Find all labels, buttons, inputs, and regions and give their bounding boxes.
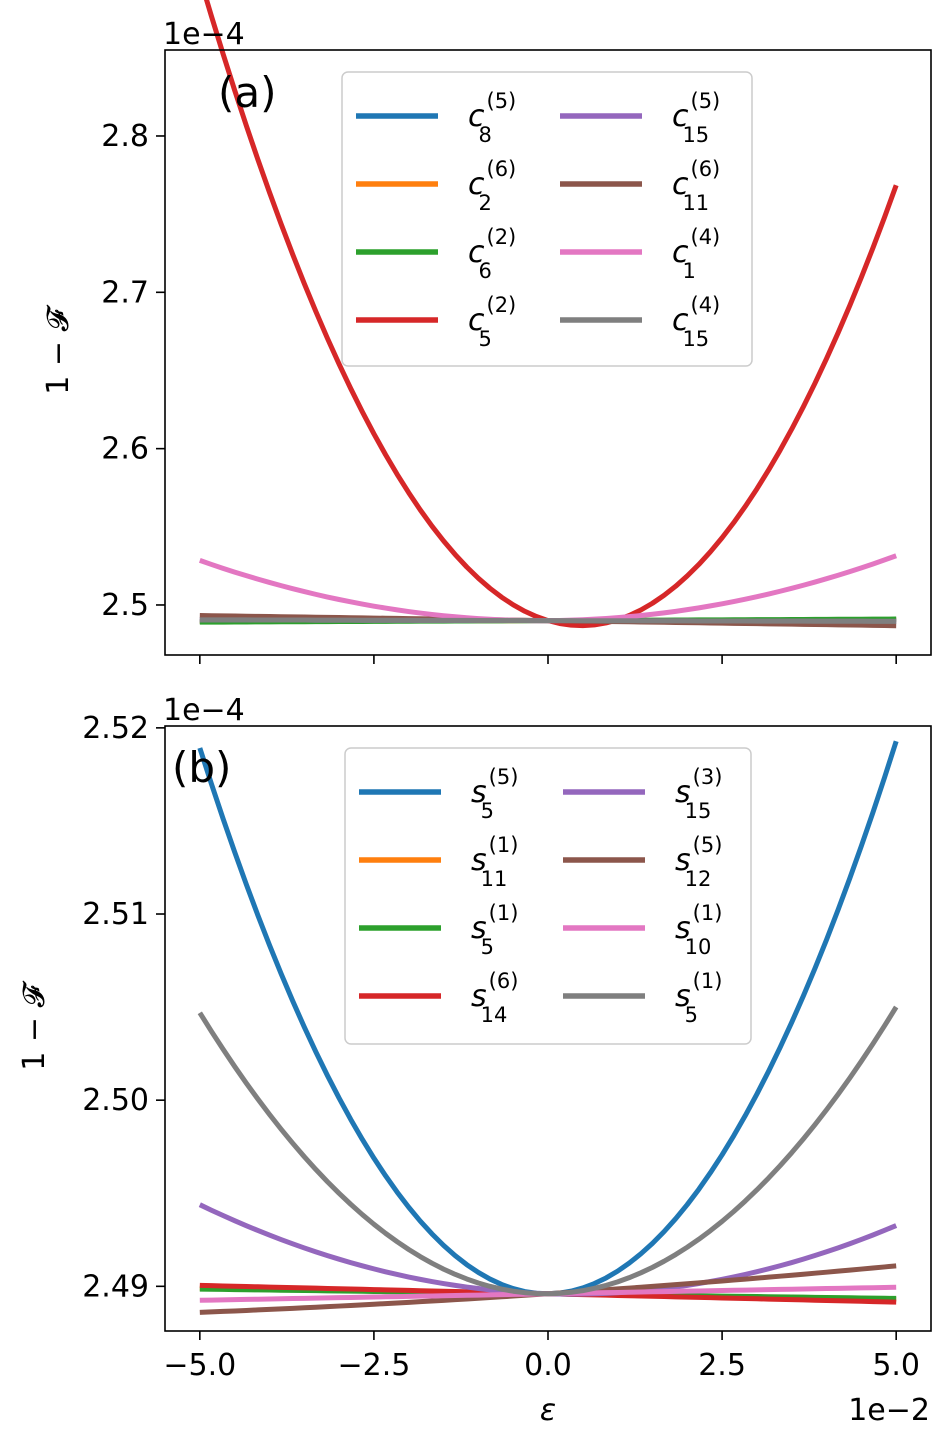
legend-label: s(6) 14	[471, 969, 518, 1027]
y-tick-label: 2.8	[101, 119, 149, 154]
legend-label: s(5) 5	[471, 765, 518, 823]
panel-b-legend-frame	[344, 747, 752, 1045]
y-tick-label: 2.49	[82, 1269, 149, 1304]
panel-b-y-label: 1 − 𝓕	[17, 980, 52, 1070]
panel-a-label: (a)	[218, 68, 277, 117]
panel-b-y-ticks: 2.49 2.50 2.51 2.52	[82, 711, 165, 1304]
series-line-s15-4	[198, 1202, 898, 1297]
series-line-c15-7	[199, 617, 897, 624]
panel-a-y-label: 1 − 𝓕	[41, 304, 76, 394]
panel-b-legend: s(5) 5 s(1) 11 s(1) 5 s(6) 14 s(3) 15 s(5) 12 s(1) 10…	[344, 747, 752, 1045]
legend-label: s(3) 15	[675, 765, 722, 823]
panel-a-offset-text: 1e−4	[163, 17, 245, 52]
panel-b-offset-text: 1e−4	[163, 693, 245, 728]
legend-label: s(1) 10	[675, 901, 722, 959]
y-tick-label: 2.50	[82, 1083, 149, 1118]
panel-b-x-label: ε	[540, 1393, 556, 1428]
x-tick-label: −5.0	[163, 1348, 236, 1383]
panel-b-series	[197, 740, 899, 1315]
y-tick-label: 2.6	[101, 432, 149, 467]
panel-a-series	[199, 0, 899, 629]
legend-label: c(6) 2	[468, 157, 516, 215]
y-tick-label: 2.52	[82, 711, 149, 746]
legend-label: c(4) 15	[672, 293, 720, 351]
panel-b-x-offset-text: 1e−2	[848, 1393, 930, 1428]
series-line-s5-7	[197, 1005, 899, 1297]
legend-label: c(5) 8	[468, 89, 516, 147]
legend-label: s(5) 12	[675, 833, 722, 891]
panel-a-legend-frame	[341, 71, 753, 367]
x-tick-label: −2.5	[337, 1348, 410, 1383]
panel-b-label: (b)	[172, 743, 231, 792]
legend-label: c(5) 15	[672, 89, 720, 147]
panel-a-y-ticks: 2.5 2.6 2.7 2.8	[101, 119, 165, 623]
series-line-c1-6	[199, 553, 898, 624]
legend-label: c(6) 11	[672, 157, 720, 215]
y-tick-label: 2.5	[101, 588, 149, 623]
legend-label: c(2) 5	[468, 293, 516, 351]
legend-label: s(1) 11	[471, 833, 518, 891]
panel-a-legend: c(5) 8 c(6) 2 c(2) 6 c(2) 5 c(5) 15 c(6) 11 c(4) 1 c(4…	[341, 71, 753, 367]
x-tick-label: 2.5	[698, 1348, 746, 1383]
legend-label: c(4) 1	[672, 225, 720, 283]
legend-label: s(1) 5	[675, 969, 722, 1027]
panel-a-x-ticks	[199, 655, 897, 664]
x-tick-label: 0.0	[524, 1348, 572, 1383]
x-tick-label: 5.0	[872, 1348, 920, 1383]
y-tick-label: 2.7	[101, 275, 149, 310]
panel-b-x-ticks: −5.0 −2.5 0.0 2.5 5.0	[163, 1331, 920, 1383]
panel-a: 2.52.62.72.8 1e−4 (a) 1 − 𝓕 c(5) 8c(6) 2c(…	[41, 0, 932, 664]
y-tick-label: 2.51	[82, 897, 149, 932]
legend-label: s(1) 5	[471, 901, 518, 959]
panel-b: 2.492.502.512.52 −5.0 −2.5 0.0 2.5 5.0 1e−4 …	[17, 693, 932, 1428]
legend-label: c(2) 6	[468, 225, 516, 283]
